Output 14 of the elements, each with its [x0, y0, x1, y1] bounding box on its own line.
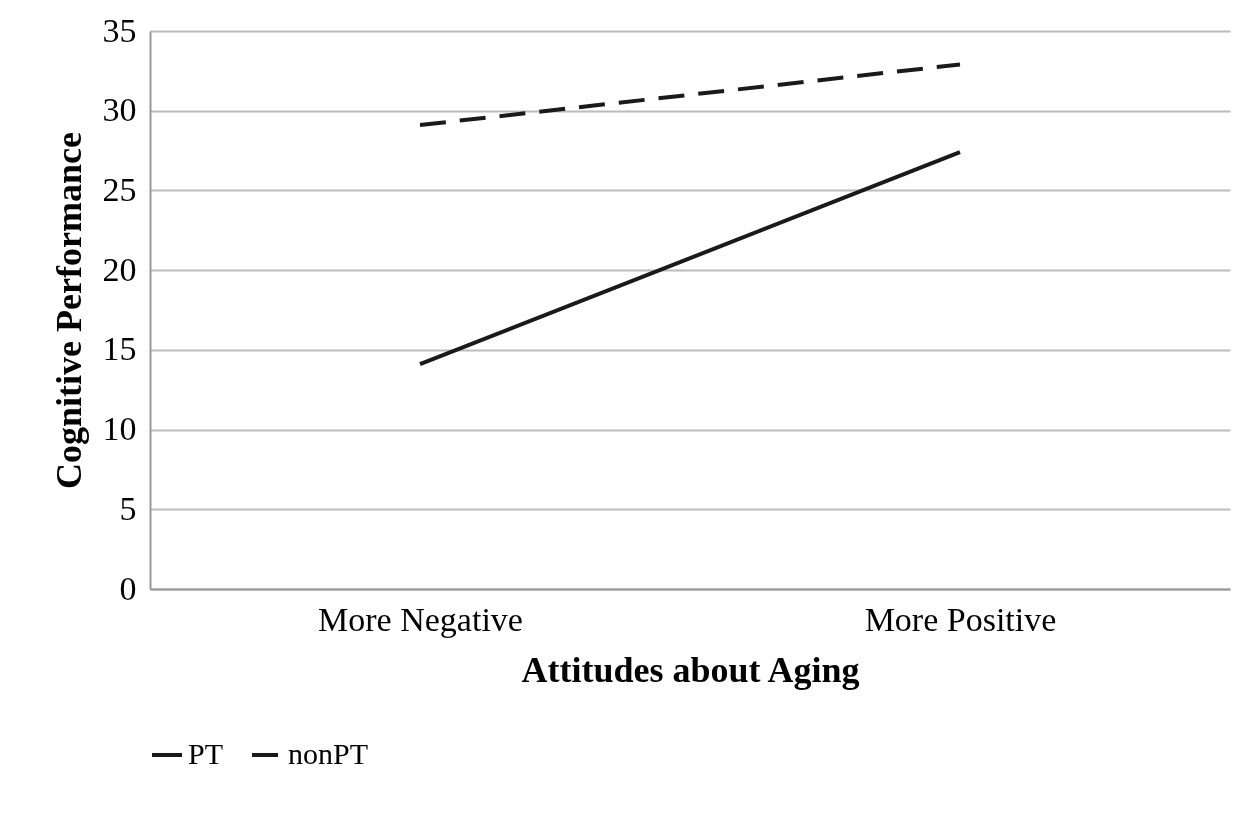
x-axis-title: Attitudes about Aging	[521, 649, 860, 690]
x-tick-label: More Positive	[864, 600, 1057, 638]
y-tick-label: 5	[119, 489, 137, 527]
y-tick-label: 20	[102, 250, 137, 288]
legend-label: nonPT	[288, 737, 369, 770]
x-tick-label: More Negative	[318, 600, 523, 638]
y-axis-title: Cognitive Performance	[48, 132, 89, 489]
y-tick-label: 10	[102, 410, 137, 448]
y-tick-label: 15	[102, 330, 137, 368]
y-tick-label: 35	[102, 11, 137, 49]
y-tick-label: 30	[102, 91, 137, 129]
legend-label: PT	[188, 737, 224, 770]
y-tick-label: 0	[119, 569, 137, 607]
y-tick-label: 25	[102, 170, 137, 208]
